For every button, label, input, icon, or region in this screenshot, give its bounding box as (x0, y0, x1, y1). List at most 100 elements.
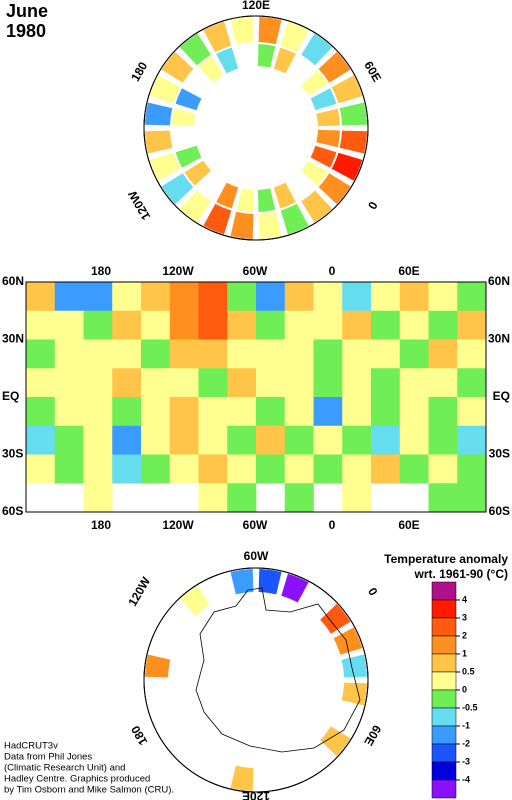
grid-cell (318, 173, 351, 205)
grid-cell (54, 310, 84, 340)
grid-cell (310, 145, 337, 168)
grid-cell (83, 339, 113, 369)
grid-cell (198, 56, 224, 83)
map-label: 60E (361, 59, 384, 84)
map-label: 60S (489, 504, 510, 518)
grid-cell (273, 47, 296, 74)
grid-cell (149, 152, 181, 181)
grid-cell (161, 173, 194, 205)
grid-cell (341, 682, 367, 706)
map-label: 180 (128, 59, 150, 84)
legend-title: Temperature anomaly (384, 552, 508, 566)
legend-swatch (431, 707, 457, 727)
grid-cell (399, 425, 429, 455)
legend-swatch (431, 761, 457, 781)
grid-cell (399, 339, 429, 369)
grid-cell (149, 75, 181, 104)
grid-cell (227, 310, 257, 340)
grid-cell (457, 368, 487, 398)
grid-cell (145, 102, 173, 126)
grid-cell (54, 368, 84, 398)
grid-cell (141, 282, 171, 312)
map-label: 0 (329, 518, 336, 532)
map-circle (143, 567, 369, 793)
grid-cell (457, 425, 487, 455)
grid-cell (280, 203, 309, 235)
grid-cell (313, 282, 343, 312)
grid-cell (313, 425, 343, 455)
north-polar-map: 120E 60E 0 120W 180 (125, 0, 384, 241)
grid-cell (457, 483, 487, 513)
grid-cell (257, 44, 276, 68)
grid-cell (198, 397, 228, 427)
map-border (143, 15, 369, 241)
credit-line: HadCRUT3v (4, 741, 58, 752)
grid-cell (112, 282, 142, 312)
grid-cell (256, 425, 286, 455)
grid-cell (457, 397, 487, 427)
map-label: 0 (329, 264, 336, 278)
grid-cell (371, 339, 401, 369)
legend-title: wrt. 1961-90 (°C) (414, 567, 509, 581)
grid-cell (316, 129, 340, 148)
legend-swatch (431, 725, 457, 745)
grid-cell (333, 627, 363, 655)
title-line: 1980 (6, 21, 46, 41)
grid-cell (342, 397, 372, 427)
grid-cell (179, 585, 210, 616)
grid-cell (227, 339, 257, 369)
grid-cell (54, 397, 84, 427)
antarctica-outline (195, 587, 361, 753)
grid-cell (169, 282, 199, 312)
map-label: 0 (365, 199, 381, 212)
grid-cell (331, 152, 363, 181)
grid-cell (339, 102, 367, 126)
map-label: 0 (365, 585, 381, 598)
map-label: 120E (242, 0, 270, 12)
grid-cell (428, 397, 458, 427)
grid-cell (26, 339, 56, 369)
grid-cell (457, 339, 487, 369)
grid-cell (26, 425, 56, 455)
grid-cell (428, 310, 458, 340)
grid-cell (342, 454, 372, 484)
map-label: 60S (2, 504, 23, 518)
legend-swatch (431, 653, 457, 673)
grid-cell (256, 368, 286, 398)
grid-cell (169, 425, 199, 455)
map-border (25, 281, 487, 513)
grid-cell (258, 569, 282, 595)
grid-cell (331, 75, 363, 104)
legend-tick-label: 0 (462, 684, 467, 694)
grid-cell (284, 425, 314, 455)
grid-cell (320, 726, 351, 757)
grid-cell (301, 160, 328, 186)
legend-swatch (431, 671, 457, 691)
map-label: 60E (398, 518, 419, 532)
grid-cell (371, 397, 401, 427)
grid-cell (371, 425, 401, 455)
grid-cell (26, 454, 56, 484)
grid-cell (169, 454, 199, 484)
grid-cell (26, 310, 56, 340)
grid-cell (175, 145, 202, 168)
title-line: June (6, 1, 48, 21)
grid-cell (26, 368, 56, 398)
grid-cell (141, 397, 171, 427)
grid-cell (256, 397, 286, 427)
grid-cell (161, 51, 194, 83)
grid-cell (313, 339, 343, 369)
grid-cell (175, 88, 202, 111)
grid-cell (198, 483, 228, 513)
grid-cell (310, 88, 337, 111)
grid-cell (54, 454, 84, 484)
grid-cell (313, 368, 343, 398)
legend-tick-label: -4 (462, 774, 470, 784)
grid-cell (141, 425, 171, 455)
grid-cell (227, 282, 257, 312)
grid-cell (141, 339, 171, 369)
legend-swatch (431, 635, 457, 655)
map-border (143, 567, 369, 793)
